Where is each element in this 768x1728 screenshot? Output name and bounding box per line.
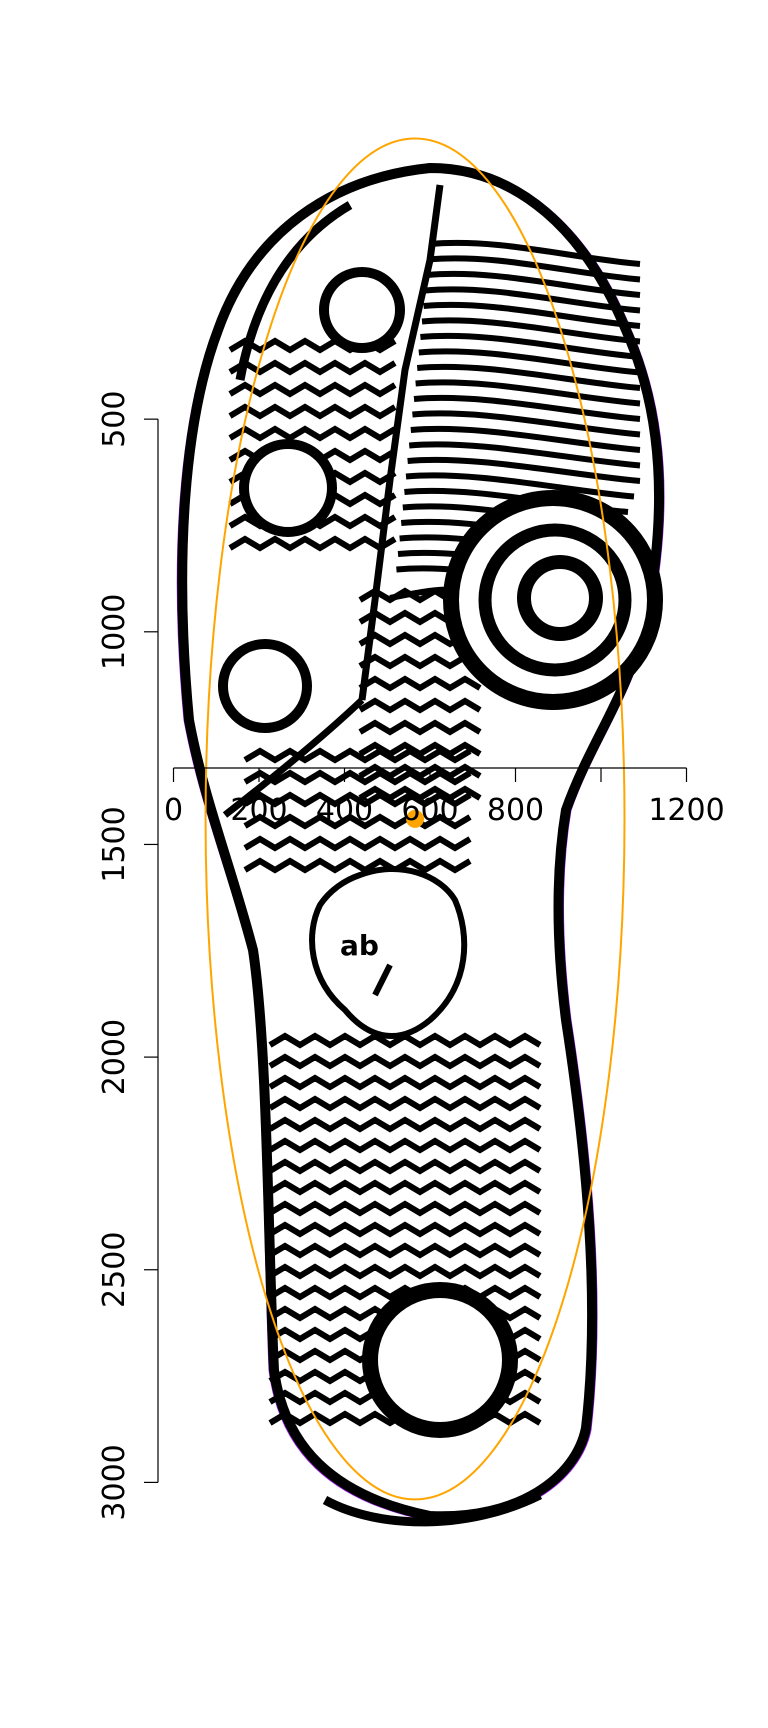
sole-heel-band [322, 1490, 543, 1527]
x-tick-label: 200 [230, 793, 287, 828]
x-tick-label: 0 [164, 793, 183, 828]
centroid-point [406, 809, 425, 828]
y-tick-label: 3000 [97, 1444, 132, 1520]
svg-text:ab: ab [340, 929, 379, 962]
x-axis: 0 200 400 600 800 1200 [164, 767, 725, 828]
sole-inner-band [235, 201, 353, 381]
x-tick-label: 800 [487, 793, 544, 828]
sole-stud-1 [319, 267, 405, 353]
y-tick-label: 2000 [97, 1019, 132, 1095]
y-axis: 500 1000 1500 2000 2500 3000 [97, 391, 159, 1521]
x-tick-label: 400 [316, 793, 373, 828]
y-tick-label: 500 [97, 391, 132, 448]
sole-heel-stud [362, 1282, 518, 1438]
x-tick-label: 600 [401, 793, 458, 828]
y-tick-label: 1000 [97, 594, 132, 670]
y-tick-label: 1500 [97, 806, 132, 882]
y-tick-label: 2500 [97, 1232, 132, 1308]
shoe-sole-image: ab [176, 162, 665, 1527]
sole-pivot-target [443, 490, 663, 710]
fitted-ellipse [204, 137, 626, 1501]
sole-logo-patch: ab [309, 866, 468, 1039]
sole-divider-diag [222, 697, 365, 818]
sole-stud-2 [239, 439, 337, 537]
sole-stud-3 [218, 639, 312, 733]
x-tick-label: 1200 [648, 793, 724, 828]
